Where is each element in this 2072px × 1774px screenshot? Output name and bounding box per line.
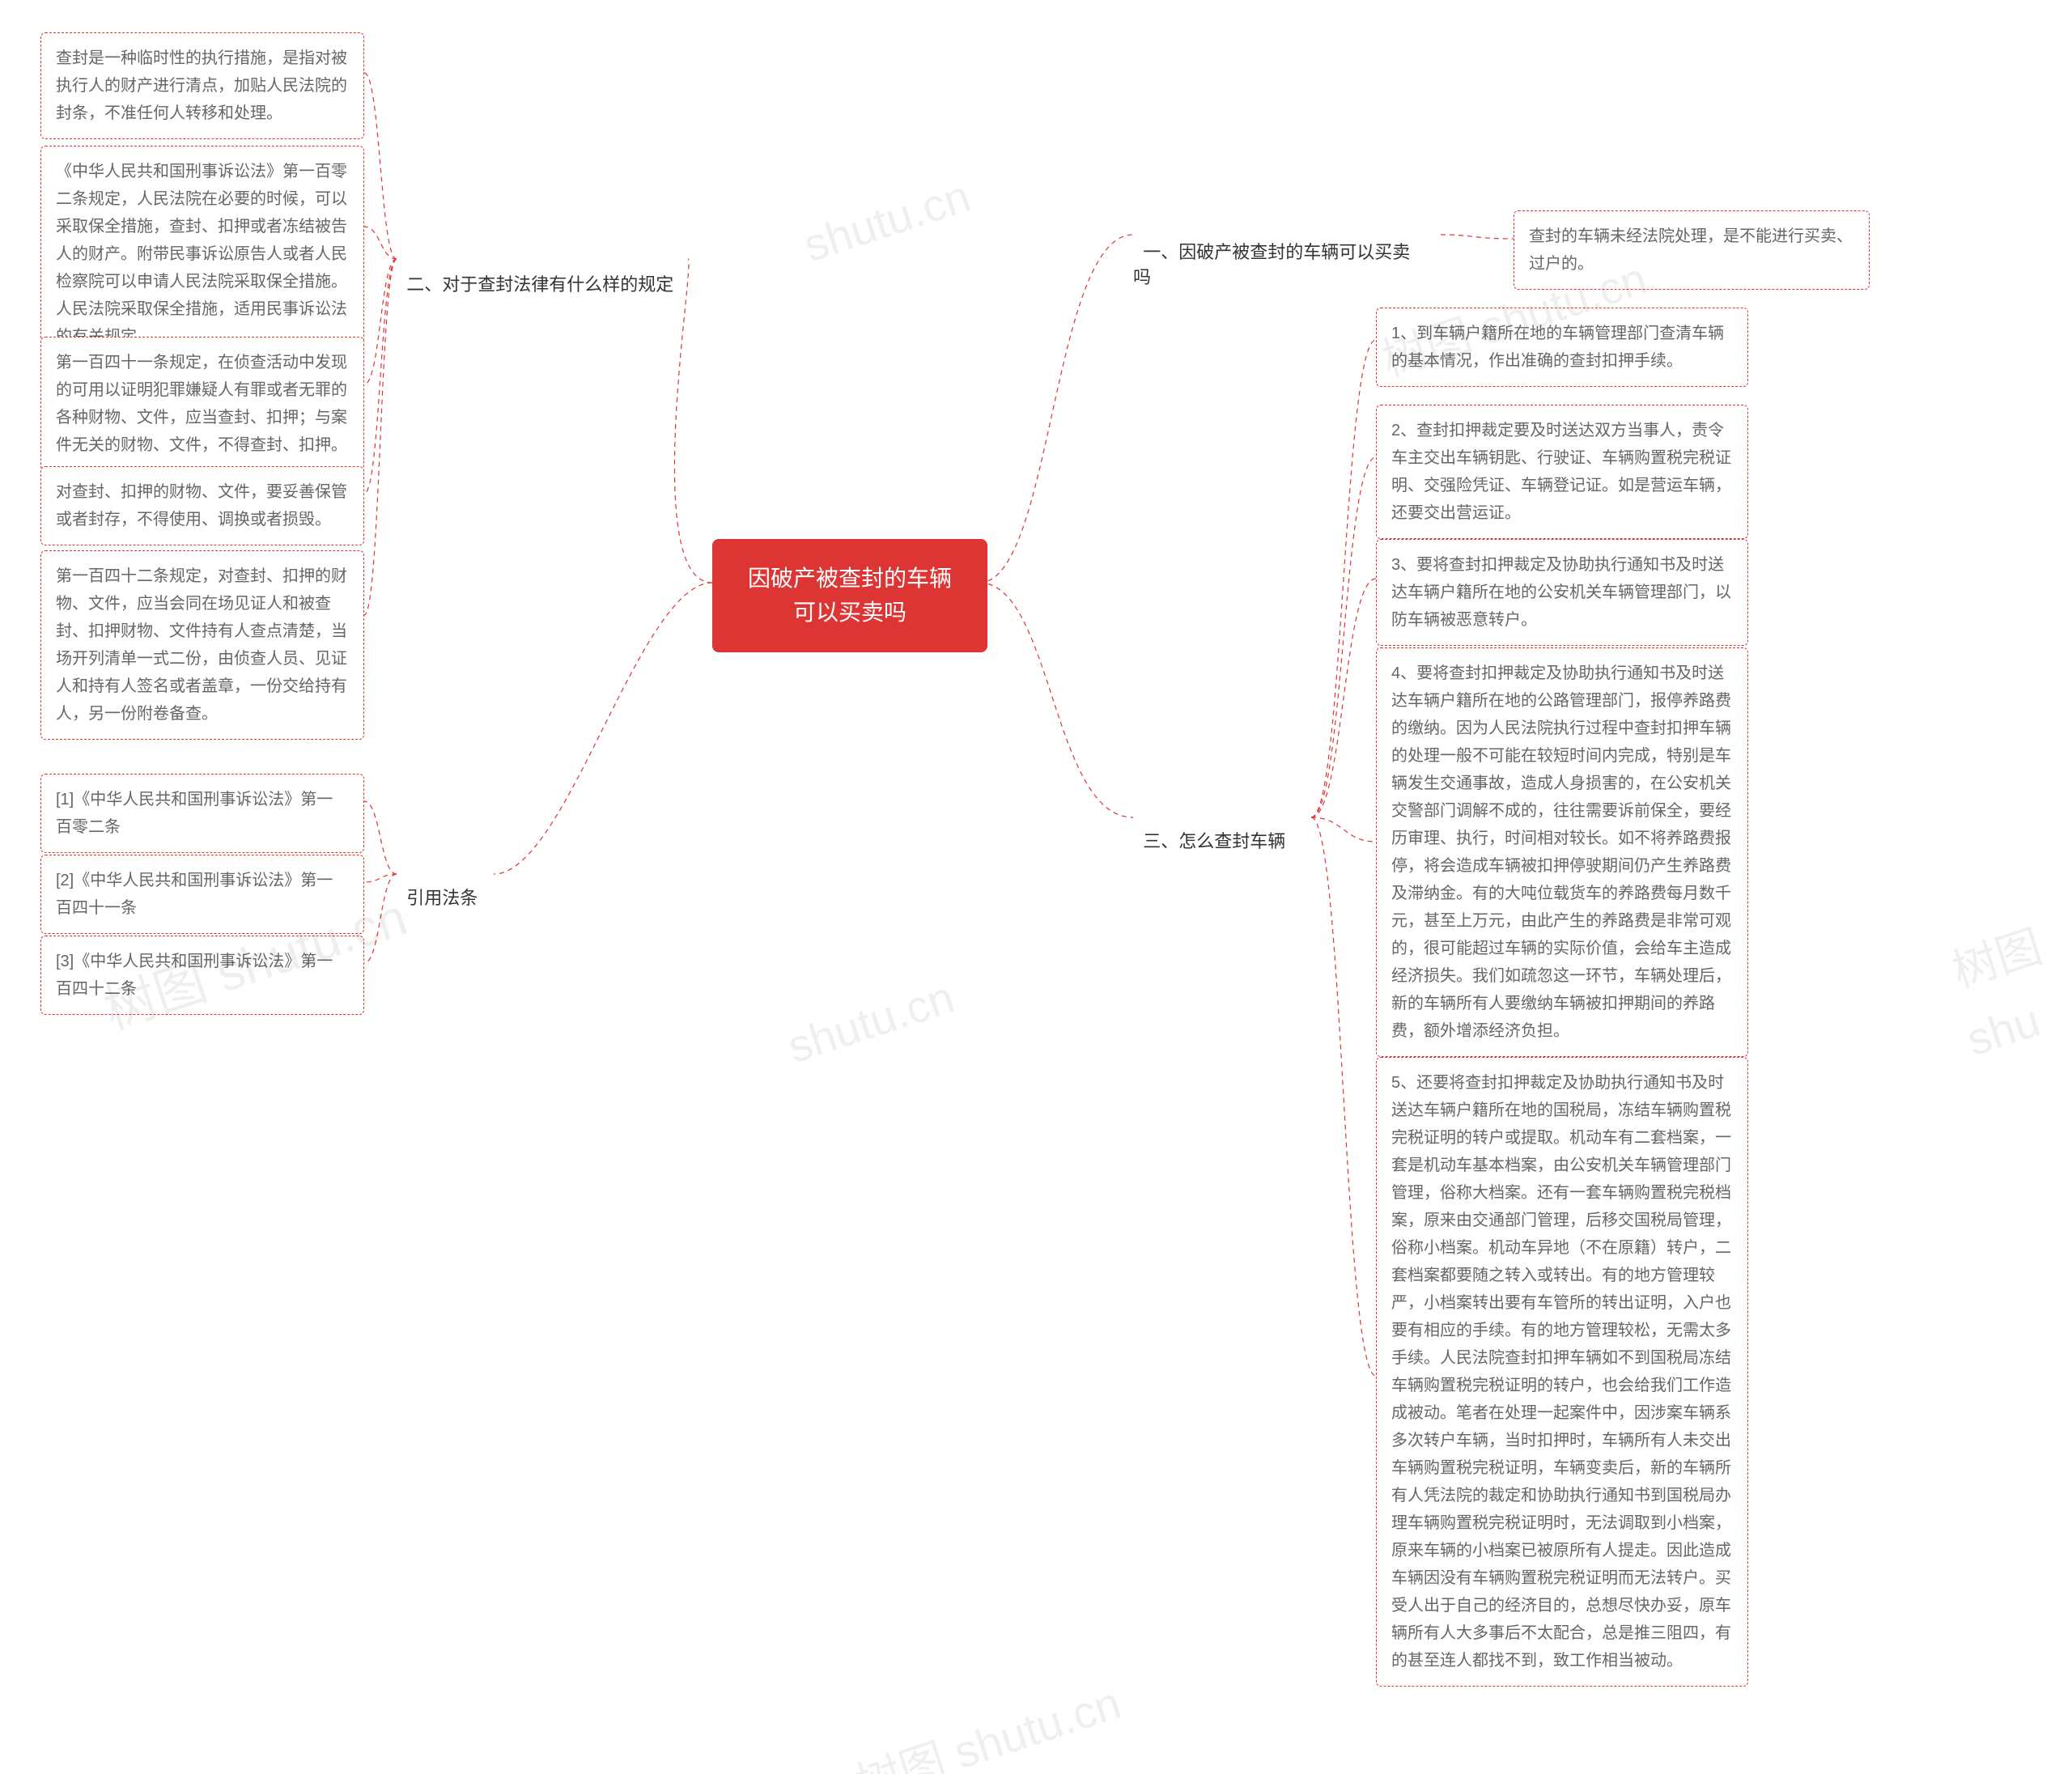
branch-right-2-label: 三、怎么查封车辆	[1143, 831, 1285, 851]
leaf-text: 3、要将查封扣押裁定及协助执行通知书及时送达车辆户籍所在地的公安机关车辆管理部门…	[1391, 556, 1731, 629]
watermark: shutu.cn	[781, 970, 960, 1073]
leaf-l2-0: [1]《中华人民共和国刑事诉讼法》第一百零二条	[40, 774, 364, 853]
leaf-r2-4: 5、还要将查封扣押裁定及协助执行通知书及时送达车辆户籍所在地的国税局，冻结车辆购…	[1376, 1057, 1748, 1687]
watermark: shutu.cn	[797, 169, 976, 272]
branch-left-2: 引用法条	[397, 861, 494, 911]
center-node: 因破产被查封的车辆可以买卖吗	[712, 539, 987, 652]
center-title: 因破产被查封的车辆可以买卖吗	[748, 566, 952, 625]
leaf-text: 查封的车辆未经法院处理，是不能进行买卖、过户的。	[1529, 227, 1853, 273]
leaf-text: 4、要将查封扣押裁定及协助执行通知书及时送达车辆户籍所在地的公路管理部门，报停养…	[1391, 664, 1731, 1040]
branch-left-2-label: 引用法条	[406, 888, 478, 908]
watermark: 树图 shutu.cn	[847, 1667, 1128, 1774]
leaf-text: 对查封、扣押的财物、文件，要妥善保管或者封存，不得使用、调换或者损毁。	[56, 483, 347, 528]
leaf-l1-3: 对查封、扣押的财物、文件，要妥善保管或者封存，不得使用、调换或者损毁。	[40, 466, 364, 545]
leaf-l1-0: 查封是一种临时性的执行措施，是指对被执行人的财产进行清点，加贴人民法院的封条，不…	[40, 32, 364, 139]
watermark: 树图	[1942, 910, 2049, 1001]
leaf-l1-2: 第一百四十一条规定，在侦查活动中发现的可用以证明犯罪嫌疑人有罪或者无罪的各种财物…	[40, 337, 364, 471]
leaf-l2-1: [2]《中华人民共和国刑事诉讼法》第一百四十一条	[40, 855, 364, 934]
leaf-text: 5、还要将查封扣押裁定及协助执行通知书及时送达车辆户籍所在地的国税局，冻结车辆购…	[1391, 1074, 1731, 1670]
leaf-text: [3]《中华人民共和国刑事诉讼法》第一百四十二条	[56, 953, 333, 998]
branch-right-1-label: 一、因破产被查封的车辆可以买卖 吗	[1133, 242, 1410, 287]
leaf-r2-1: 2、查封扣押裁定要及时送达双方当事人，责令车主交出车辆钥匙、行驶证、车辆购置税完…	[1376, 405, 1748, 539]
leaf-r1-0: 查封的车辆未经法院处理，是不能进行买卖、过户的。	[1514, 210, 1870, 290]
leaf-text: 2、查封扣押裁定要及时送达双方当事人，责令车主交出车辆钥匙、行驶证、车辆购置税完…	[1391, 422, 1731, 522]
leaf-l2-2: [3]《中华人民共和国刑事诉讼法》第一百四十二条	[40, 936, 364, 1015]
leaf-text: [1]《中华人民共和国刑事诉讼法》第一百零二条	[56, 791, 333, 836]
leaf-text: 查封是一种临时性的执行措施，是指对被执行人的财产进行清点，加贴人民法院的封条，不…	[56, 49, 347, 122]
leaf-l1-1: 《中华人民共和国刑事诉讼法》第一百零二条规定，人民法院在必要的时候，可以采取保全…	[40, 146, 364, 363]
branch-right-2: 三、怎么查封车辆	[1133, 804, 1311, 855]
leaf-text: 第一百四十一条规定，在侦查活动中发现的可用以证明犯罪嫌疑人有罪或者无罪的各种财物…	[56, 354, 347, 454]
leaf-r2-3: 4、要将查封扣押裁定及协助执行通知书及时送达车辆户籍所在地的公路管理部门，报停养…	[1376, 647, 1748, 1057]
leaf-text: 1、到车辆户籍所在地的车辆管理部门查清车辆的基本情况，作出准确的查封扣押手续。	[1391, 325, 1724, 370]
leaf-r2-2: 3、要将查封扣押裁定及协助执行通知书及时送达车辆户籍所在地的公安机关车辆管理部门…	[1376, 539, 1748, 646]
branch-right-1: 一、因破产被查封的车辆可以买卖 吗	[1133, 215, 1441, 290]
leaf-text: 《中华人民共和国刑事诉讼法》第一百零二条规定，人民法院在必要的时候，可以采取保全…	[56, 163, 347, 346]
leaf-text: [2]《中华人民共和国刑事诉讼法》第一百四十一条	[56, 872, 333, 917]
leaf-r2-0: 1、到车辆户籍所在地的车辆管理部门查清车辆的基本情况，作出准确的查封扣押手续。	[1376, 308, 1748, 387]
leaf-text: 第一百四十二条规定，对查封、扣押的财物、文件，应当会同在场见证人和被查封、扣押财…	[56, 567, 347, 723]
watermark: shu	[1960, 994, 2046, 1067]
branch-left-1-label: 二、对于查封法律有什么样的规定	[406, 274, 673, 295]
leaf-l1-4: 第一百四十二条规定，对查封、扣押的财物、文件，应当会同在场见证人和被查封、扣押财…	[40, 550, 364, 740]
branch-left-1: 二、对于查封法律有什么样的规定	[397, 248, 688, 298]
